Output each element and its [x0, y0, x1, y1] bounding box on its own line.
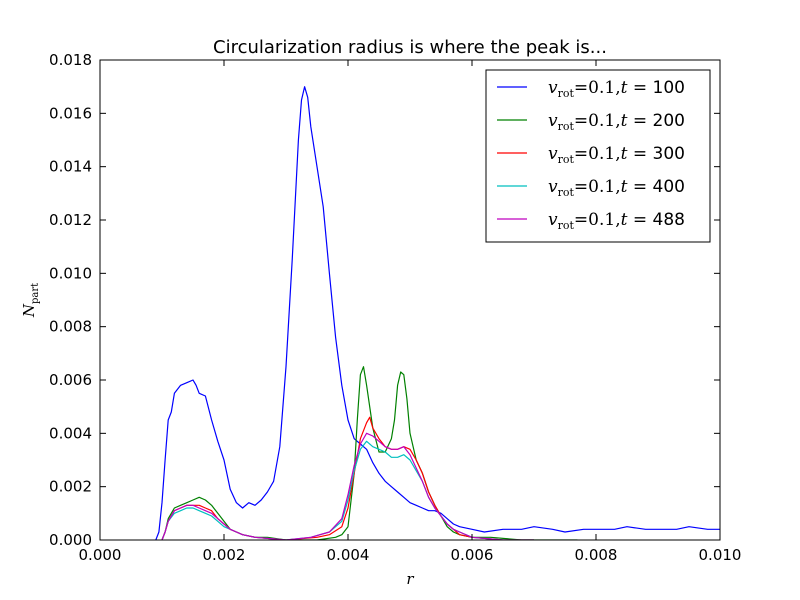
series-line-5 — [161, 432, 534, 540]
y-tick-label: 0.012 — [49, 211, 92, 229]
x-tick-label: 0.010 — [699, 546, 742, 564]
series-line-1 — [155, 86, 720, 540]
y-tick-label: 0.016 — [49, 104, 92, 122]
chart-title: Circularization radius is where the peak… — [213, 37, 607, 58]
legend-label-3: vrot=0.1,t = 300 — [548, 144, 685, 166]
legend-label-4: vrot=0.1,t = 400 — [548, 177, 685, 199]
y-axis-label: Npart — [20, 283, 41, 318]
x-tick-label: 0.004 — [327, 546, 370, 564]
y-tick-label: 0.010 — [49, 264, 92, 282]
y-tick-label: 0.002 — [49, 478, 92, 496]
legend-label-5: vrot=0.1,t = 488 — [548, 210, 685, 232]
legend-box — [485, 69, 711, 243]
y-tick-label: 0.014 — [49, 158, 92, 176]
x-tick-label: 0.008 — [575, 546, 618, 564]
legend: vrot=0.1,t = 100 vrot=0.1,t = 200 vrot=0.1… — [485, 69, 711, 243]
y-tick-label: 0.000 — [49, 531, 92, 549]
legend-label-1: vrot=0.1,t = 100 — [548, 78, 685, 100]
x-tick-label: 0.002 — [203, 546, 246, 564]
series-layer — [155, 86, 720, 540]
x-axis-label: r — [406, 570, 414, 588]
legend-label-2: vrot=0.1,t = 200 — [548, 111, 685, 133]
y-tick-label: 0.018 — [49, 51, 92, 69]
y-tick-label: 0.004 — [49, 424, 92, 442]
y-tick-label: 0.008 — [49, 318, 92, 336]
y-tick-label: 0.006 — [49, 371, 92, 389]
x-tick-label: 0.006 — [451, 546, 494, 564]
x-tick-label: 0.000 — [79, 546, 122, 564]
ticks-layer: 0.000 0.002 0.004 0.006 0.008 0.010 0.000 0.002… — [49, 51, 741, 564]
plot-frame — [99, 59, 721, 541]
